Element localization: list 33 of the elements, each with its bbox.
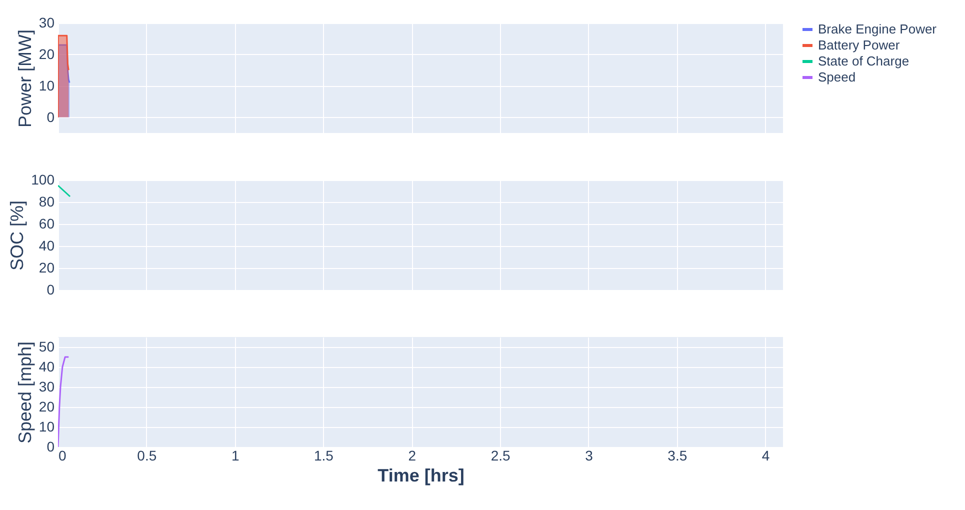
y-tick-label: 60 [38,216,55,232]
x-tick-label: 0 [58,448,66,464]
y-tick-label: 0 [46,108,55,125]
x-tick-label: 2 [408,448,416,464]
legend-label: Battery Power [818,38,900,52]
legend-label: State of Charge [818,54,910,68]
x-tick-label: 2.5 [490,448,511,464]
y-tick-label: 10 [38,77,55,94]
line-series [58,356,70,447]
x-tick-label: 3 [585,448,594,464]
y-axis-title: SOC [%] [7,200,28,271]
x-tick-label: 0.5 [137,448,157,464]
y-tick-label: 40 [38,358,55,374]
x-tick-label: 4 [762,448,770,464]
y-tick-label: 20 [38,260,55,276]
y-tick-label: 40 [38,238,55,254]
y-tick-label: 50 [38,338,55,354]
y-tick-label: 30 [38,378,55,394]
y-tick-label: 80 [38,194,55,210]
legend-label: Speed [818,70,856,84]
x-tick-label: 1 [231,448,240,464]
y-tick-label: 20 [38,46,55,62]
x-axis-title: Time [hrs] [378,466,464,486]
y-tick-label: 0 [46,282,55,298]
y-tick-label: 30 [38,14,55,30]
y-axis-title: Speed [mph] [14,341,35,444]
y-tick-label: 10 [38,418,55,434]
x-tick-label: 1.5 [314,448,334,464]
y-tick-label: 100 [31,172,55,188]
y-tick-label: 20 [38,398,55,414]
x-tick-label: 3.5 [668,448,688,464]
legend-label: Brake Engine Power [818,22,938,36]
y-axis-title: Power [MW] [14,29,35,128]
